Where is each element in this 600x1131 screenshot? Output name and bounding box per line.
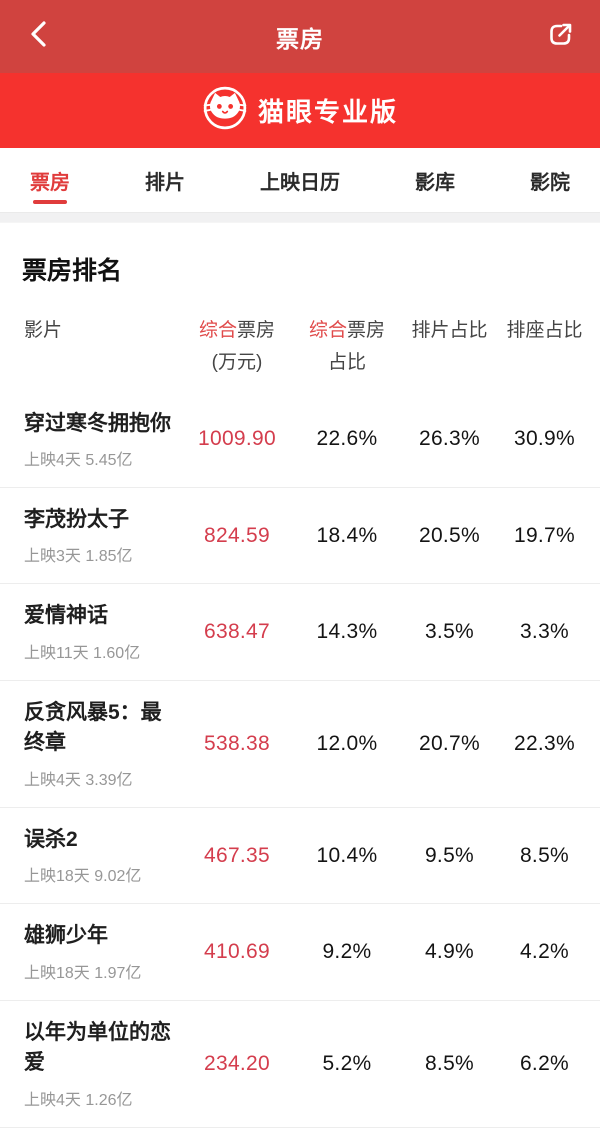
- movie-title: 误杀2: [24, 827, 78, 851]
- gross-value: 467.35: [203, 843, 271, 867]
- movie-meta: 上映4天 3.39亿: [24, 771, 133, 789]
- movie-title: 以年为单位的恋爱: [24, 1020, 171, 1075]
- brand-name: 猫眼专业版: [257, 97, 398, 127]
- seat-share-value: 22.3%: [513, 731, 576, 755]
- movie-cell: 穿过寒冬拥抱你 上映4天 5.45亿: [24, 409, 182, 470]
- movie-cell: 爱情神话 上映11天 1.60亿: [24, 601, 182, 662]
- ranking-table-body: 穿过寒冬拥抱你 上映4天 5.45亿 1009.90 22.6% 26.3% 3…: [0, 392, 600, 1128]
- movie-cell: 反贪风暴5：最终章 上映4天 3.39亿: [24, 698, 182, 790]
- movie-title: 穿过寒冬拥抱你: [24, 411, 171, 435]
- gross-share-value: 12.0%: [316, 731, 378, 755]
- top-nav-bar: 票房: [0, 0, 600, 73]
- movie-cell: 雄狮少年 上映18天 1.97亿: [24, 921, 182, 982]
- movie-title: 反贪风暴5：最终章: [24, 700, 162, 755]
- header-gross-black: 票房: [237, 320, 276, 341]
- page-title: 票房: [276, 25, 324, 52]
- movie-meta: 上映4天 1.26亿: [24, 1091, 133, 1109]
- header-gross-red: 综合: [198, 320, 237, 341]
- movie-row[interactable]: 以年为单位的恋爱 上映4天 1.26亿 234.20 5.2% 8.5% 6.2…: [0, 1001, 600, 1128]
- seat-share-value: 6.2%: [519, 1051, 570, 1075]
- tab-label: 上映日历: [260, 171, 340, 194]
- tab-label: 影库: [415, 171, 455, 194]
- share-icon: [547, 20, 575, 53]
- movie-title: 爱情神话: [24, 604, 108, 628]
- tab-label: 影院: [530, 171, 570, 194]
- active-tab-underline: [33, 200, 67, 204]
- movie-meta: 上映18天 1.97亿: [24, 964, 142, 982]
- seat-share-value: 8.5%: [519, 843, 570, 867]
- gross-value: 410.69: [203, 939, 271, 963]
- seat-share-value: 3.3%: [519, 620, 570, 644]
- share-button[interactable]: [544, 20, 578, 54]
- gross-share-value: 14.3%: [316, 620, 378, 644]
- seat-share-value: 19.7%: [513, 523, 576, 547]
- gross-share-value: 18.4%: [316, 523, 378, 547]
- movie-meta: 上映18天 9.02亿: [24, 868, 142, 886]
- tab-film-library[interactable]: 影库: [415, 148, 455, 212]
- tab-box-office[interactable]: 票房: [30, 148, 70, 212]
- header-gross: 综合票房 (万元): [182, 315, 292, 380]
- section-title: 票房排名: [22, 257, 123, 285]
- seat-share-value: 4.2%: [519, 939, 570, 963]
- tab-screenings[interactable]: 排片: [145, 148, 185, 212]
- maoyan-brand-banner[interactable]: 猫眼专业版: [0, 73, 600, 148]
- movie-cell: 误杀2 上映18天 9.02亿: [24, 825, 182, 886]
- gross-value: 1009.90: [197, 427, 276, 451]
- tab-cinemas[interactable]: 影院: [530, 148, 570, 212]
- header-seat-share: 排座占比: [506, 320, 583, 341]
- gross-value: 538.38: [203, 731, 271, 755]
- header-gross-share-black: 票房: [347, 320, 386, 341]
- tab-label: 票房: [30, 171, 70, 194]
- seat-share-value: 30.9%: [513, 427, 576, 451]
- movie-title: 雄狮少年: [24, 924, 108, 948]
- gross-share-value: 10.4%: [316, 843, 378, 867]
- header-movie: 影片: [24, 320, 63, 341]
- screening-share-value: 9.5%: [424, 843, 475, 867]
- gross-share-value: 9.2%: [322, 939, 372, 963]
- header-gross-share: 综合票房 占比: [292, 315, 402, 380]
- movie-title: 李茂扮太子: [24, 508, 129, 532]
- header-gross-share-red: 综合: [308, 320, 347, 341]
- movie-cell: 李茂扮太子 上映3天 1.85亿: [24, 505, 182, 566]
- screening-share-value: 4.9%: [424, 939, 475, 963]
- screening-share-value: 20.7%: [418, 731, 481, 755]
- gross-share-value: 5.2%: [322, 1051, 372, 1075]
- gross-share-value: 22.6%: [316, 427, 378, 451]
- header-gross-share-sub: 占比: [327, 352, 366, 374]
- header-screening-share: 排片占比: [411, 320, 488, 341]
- screening-share-value: 3.5%: [424, 620, 475, 644]
- screening-share-value: 8.5%: [424, 1051, 475, 1075]
- screening-share-value: 26.3%: [418, 427, 481, 451]
- divider-band: [0, 212, 600, 223]
- movie-cell: 以年为单位的恋爱 上映4天 1.26亿: [24, 1018, 182, 1110]
- movie-row[interactable]: 穿过寒冬拥抱你 上映4天 5.45亿 1009.90 22.6% 26.3% 3…: [0, 392, 600, 489]
- movie-meta: 上映3天 1.85亿: [24, 548, 133, 566]
- movie-row[interactable]: 爱情神话 上映11天 1.60亿 638.47 14.3% 3.5% 3.3%: [0, 584, 600, 681]
- movie-row[interactable]: 反贪风暴5：最终章 上映4天 3.39亿 538.38 12.0% 20.7% …: [0, 681, 600, 808]
- movie-row[interactable]: 雄狮少年 上映18天 1.97亿 410.69 9.2% 4.9% 4.2%: [0, 904, 600, 1001]
- movie-meta: 上映4天 5.45亿: [24, 452, 133, 470]
- back-button[interactable]: [22, 20, 56, 54]
- ranking-table-header: 影片 综合票房 (万元) 综合票房 占比 排片占比 排座占比: [0, 293, 600, 392]
- tab-release-calendar[interactable]: 上映日历: [260, 148, 340, 212]
- movie-row[interactable]: 李茂扮太子 上映3天 1.85亿 824.59 18.4% 20.5% 19.7…: [0, 488, 600, 585]
- gross-value: 234.20: [203, 1051, 271, 1075]
- tab-label: 排片: [145, 171, 185, 194]
- movie-meta: 上映11天 1.60亿: [24, 644, 141, 662]
- header-gross-unit: (万元): [211, 352, 263, 374]
- gross-value: 824.59: [203, 523, 271, 547]
- maoyan-cat-logo-icon: [202, 85, 248, 136]
- screening-share-value: 20.5%: [418, 523, 481, 547]
- movie-row[interactable]: 误杀2 上映18天 9.02亿 467.35 10.4% 9.5% 8.5%: [0, 808, 600, 905]
- back-chevron-icon: [28, 19, 50, 54]
- tab-bar: 票房 排片 上映日历 影库 影院: [0, 148, 600, 212]
- gross-value: 638.47: [203, 620, 271, 644]
